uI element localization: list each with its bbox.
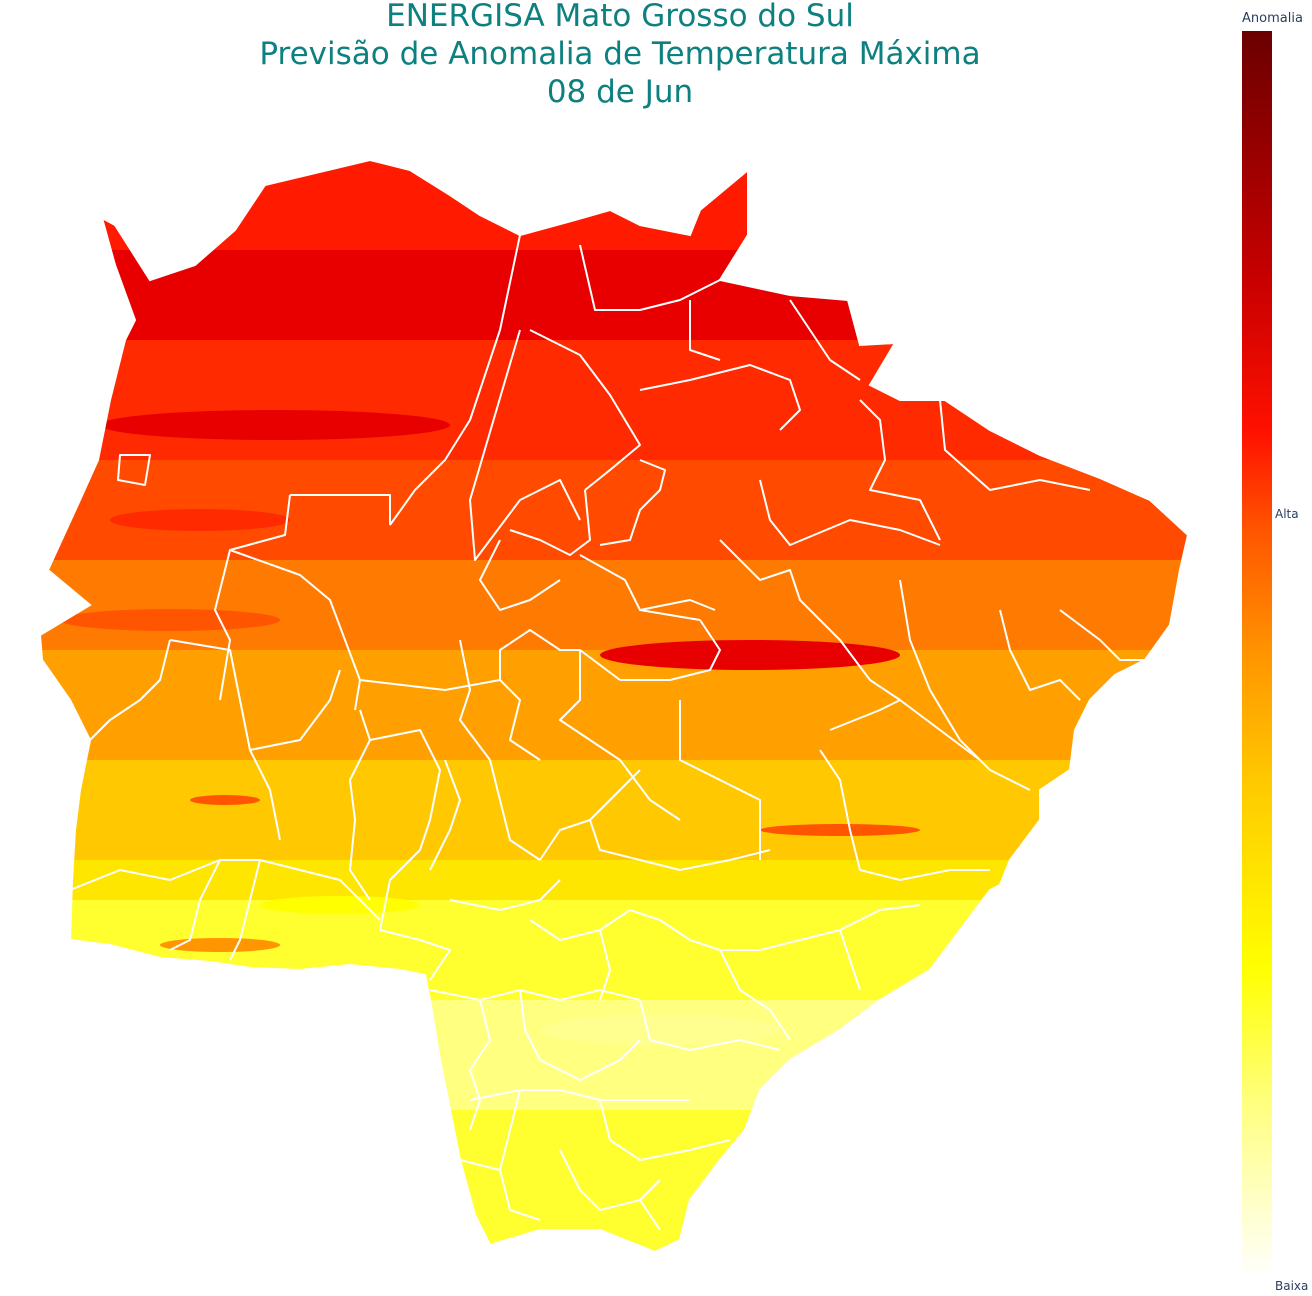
municipal-border <box>759 479 941 546</box>
municipal-border <box>589 819 771 871</box>
municipal-border <box>859 399 941 541</box>
municipal-border <box>529 329 641 491</box>
municipal-border <box>789 299 861 381</box>
municipal-border <box>839 929 861 991</box>
municipal-border <box>679 700 761 860</box>
municipal-border <box>469 1089 690 1101</box>
municipal-border <box>379 929 451 981</box>
anomaly-streak <box>540 1015 780 1045</box>
municipal-border <box>459 1159 501 1171</box>
municipal-border <box>639 999 781 1051</box>
map-title-line3: 08 de Jun <box>546 74 694 110</box>
municipal-border <box>499 679 541 761</box>
anomaly-streak <box>120 266 420 284</box>
municipal-border <box>449 879 561 911</box>
municipal-border <box>429 989 641 1001</box>
municipal-border <box>559 1149 661 1211</box>
anomaly-band <box>40 340 1188 460</box>
municipal-border <box>639 1199 661 1231</box>
municipal-border <box>339 879 381 921</box>
municipal-border <box>719 949 791 1041</box>
municipal-border <box>469 999 491 1131</box>
anomaly-band <box>40 650 1188 760</box>
anomaly-band <box>40 560 1188 650</box>
municipal-border <box>89 639 171 741</box>
anomaly-streak <box>100 410 450 440</box>
municipal-border <box>359 629 621 691</box>
anomaly-band <box>40 760 1188 860</box>
municipal-border <box>459 639 491 761</box>
state-map[interactable] <box>0 0 1240 1296</box>
municipal-border <box>819 749 861 871</box>
municipal-border <box>579 244 721 311</box>
municipal-border <box>117 454 151 486</box>
municipal-border <box>659 919 760 951</box>
municipal-border <box>859 869 990 881</box>
municipal-border <box>939 399 1091 491</box>
colorbar-title: Anomalia <box>1242 11 1303 26</box>
map-title-line1: ENERGISA Mato Grosso do Sul <box>386 0 854 34</box>
municipal-border <box>719 539 901 701</box>
municipal-border <box>519 989 641 1081</box>
municipal-border <box>999 609 1081 701</box>
municipal-border <box>479 539 561 611</box>
anomaly-streak <box>110 509 290 531</box>
municipal-border <box>389 234 521 526</box>
colorbar <box>1242 31 1272 1279</box>
anomaly-streak <box>190 795 260 805</box>
municipal-border <box>229 859 261 961</box>
municipal-border <box>349 709 371 901</box>
municipal-border <box>509 489 591 556</box>
anomaly-streak <box>260 896 420 914</box>
map-title-line2: Previsão de Anomalia de Temperatura Máxi… <box>259 36 981 72</box>
municipal-border <box>599 1099 731 1161</box>
municipal-borders <box>39 159 1189 1253</box>
anomaly-streak <box>60 609 280 631</box>
municipal-border <box>489 759 541 861</box>
municipal-border <box>290 494 391 525</box>
municipal-border <box>899 579 1031 791</box>
municipal-border <box>369 729 441 931</box>
anomaly-streak <box>520 292 820 308</box>
municipal-border <box>620 609 721 681</box>
municipal-border <box>829 699 981 761</box>
municipal-border <box>639 364 801 431</box>
anomaly-band <box>40 860 1188 900</box>
municipal-border <box>249 669 341 751</box>
municipal-border <box>229 549 361 711</box>
municipal-border <box>599 459 666 546</box>
municipal-border <box>689 300 721 361</box>
municipal-border <box>169 859 221 951</box>
municipal-border <box>169 639 281 841</box>
anomaly-bands <box>40 160 1188 1252</box>
municipal-border <box>469 329 581 561</box>
anomaly-band <box>40 160 1188 250</box>
colorbar-label-high: Alta <box>1275 507 1299 521</box>
municipal-border <box>1059 609 1145 661</box>
municipal-border <box>429 759 461 871</box>
anomaly-streak <box>600 640 900 670</box>
municipal-border <box>559 650 681 821</box>
colorbar-label-low: Baixa <box>1275 1279 1309 1293</box>
anomaly-streak <box>760 824 920 836</box>
anomaly-streak <box>160 938 280 952</box>
